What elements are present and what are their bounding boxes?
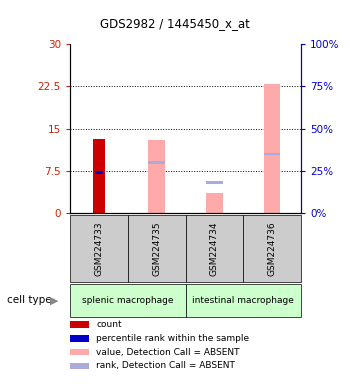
Text: percentile rank within the sample: percentile rank within the sample	[96, 334, 249, 343]
Text: GSM224735: GSM224735	[152, 221, 161, 276]
Bar	[206, 194, 223, 213]
Text: intestinal macrophage: intestinal macrophage	[192, 296, 294, 305]
Text: ▶: ▶	[50, 295, 58, 306]
Text: count: count	[96, 320, 122, 329]
Text: GSM224733: GSM224733	[94, 221, 103, 276]
Text: GSM224734: GSM224734	[210, 222, 219, 276]
Bar	[264, 152, 280, 156]
Text: splenic macrophage: splenic macrophage	[82, 296, 174, 305]
Bar	[95, 171, 103, 174]
Text: cell type: cell type	[7, 295, 52, 306]
Bar	[148, 140, 165, 213]
Text: value, Detection Call = ABSENT: value, Detection Call = ABSENT	[96, 348, 240, 357]
Text: GDS2982 / 1445450_x_at: GDS2982 / 1445450_x_at	[100, 17, 250, 30]
Bar	[148, 161, 165, 164]
Text: rank, Detection Call = ABSENT: rank, Detection Call = ABSENT	[96, 361, 235, 371]
Text: GSM224736: GSM224736	[268, 221, 276, 276]
Bar	[264, 84, 280, 213]
Bar	[206, 181, 223, 184]
Bar	[92, 139, 105, 213]
